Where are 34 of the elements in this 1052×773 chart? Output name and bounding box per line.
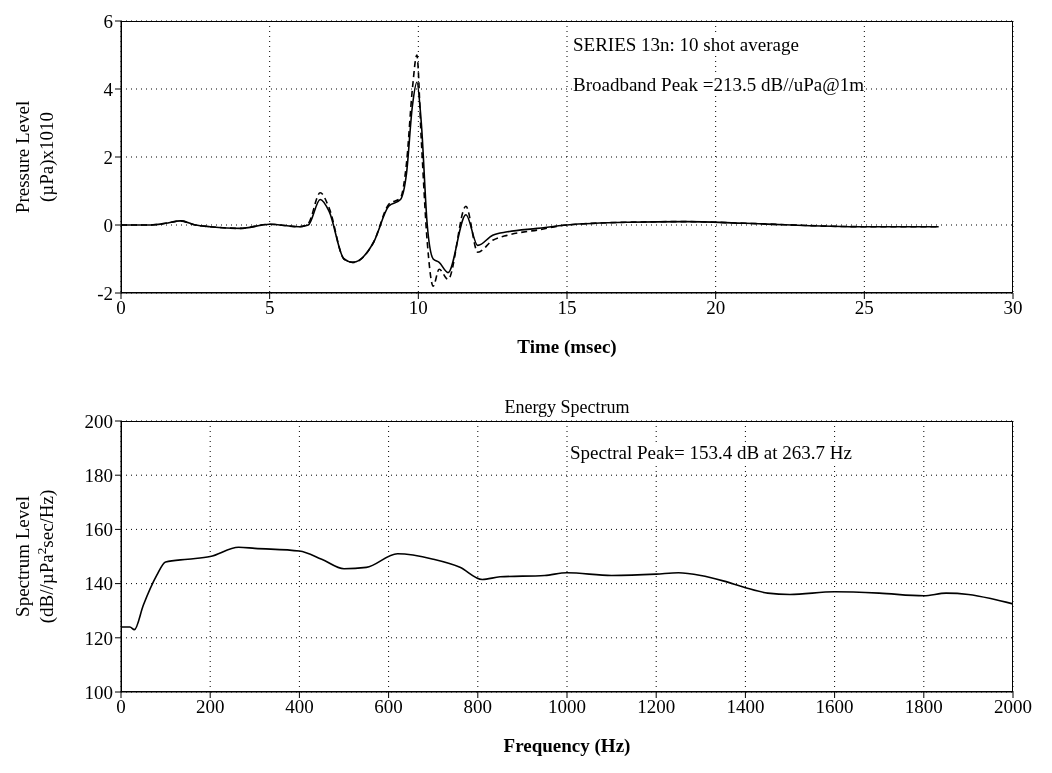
x-tick-label: 1400 <box>726 696 765 718</box>
x-axis-title: Time (msec) <box>517 336 617 358</box>
y-axis-title: Pressure Level (µPa)x1010 <box>12 100 58 214</box>
x-tick-label: 20 <box>706 297 726 319</box>
x-tick-label: 600 <box>374 696 403 718</box>
y-tick-label: 6 <box>103 10 113 32</box>
y-tick-label: 4 <box>103 78 114 100</box>
x-axis-title: Frequency (Hz) <box>503 735 631 757</box>
x-tick-label: 30 <box>1003 297 1023 319</box>
x-tick-label: 25 <box>854 297 874 319</box>
x-tick-label: 1800 <box>904 696 943 718</box>
y-tick-label: 180 <box>84 464 113 486</box>
y-tick-label: 140 <box>84 573 113 595</box>
y-tick-label: 160 <box>84 519 113 541</box>
x-tick-label: 1200 <box>637 696 676 718</box>
x-tick-label: 10 <box>408 297 428 319</box>
y-tick-label: 200 <box>84 410 113 432</box>
y-tick-label: 100 <box>84 681 113 703</box>
x-tick-label: 5 <box>264 297 275 319</box>
x-tick-label: 200 <box>195 696 225 718</box>
x-tick-label: 800 <box>463 696 493 718</box>
x-tick-label: 15 <box>557 297 577 319</box>
y-tick-label: 120 <box>84 627 113 649</box>
x-tick-label: 2000 <box>994 696 1032 718</box>
y-tick-label: 2 <box>103 146 113 168</box>
x-tick-label: 400 <box>285 696 314 718</box>
x-tick-label: 1000 <box>548 696 586 718</box>
y-tick-label: 0 <box>103 214 113 236</box>
annotation: SERIES 13n: 10 shot average <box>573 34 799 56</box>
chart-title: Energy Spectrum <box>503 397 631 418</box>
y-tick-label: -2 <box>97 282 113 304</box>
annotation: Broadband Peak =213.5 dB//uPa@1m <box>573 74 865 96</box>
x-tick-label: 1600 <box>815 696 854 718</box>
annotation: Spectral Peak= 153.4 dB at 263.7 Hz <box>570 442 852 464</box>
